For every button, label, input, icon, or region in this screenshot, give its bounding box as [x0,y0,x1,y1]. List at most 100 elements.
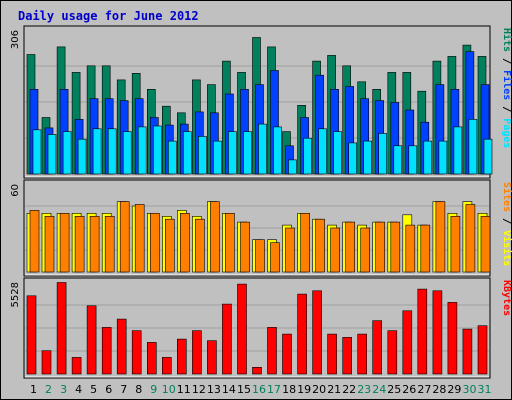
bar-hits-pages-9 [153,125,162,175]
panel-hits-axis-max: 306 [10,30,21,49]
day-label-9: 9 [150,383,157,396]
bar-hits-pages-5 [92,128,102,175]
panel-visits-axis-max: 60 [10,184,21,197]
bar-visits-sites-13 [210,201,220,273]
bar-kbytes-kbytes-24 [372,320,383,375]
bar-kbytes-kbytes-20 [312,290,322,375]
bar-kbytes-kbytes-21 [327,333,337,375]
bar-visits-sites-22 [345,221,356,273]
bar-visits-sites-21 [330,227,340,273]
day-label-19: 19 [297,383,311,396]
bar-visits-sites-3 [59,213,70,273]
bar-hits-pages-3 [62,131,72,175]
day-label-4: 4 [75,383,82,396]
bar-hits-pages-2 [47,134,57,175]
legend-hits-part-2: Files [501,70,512,100]
day-label-26: 26 [402,383,416,396]
day-label-14: 14 [222,383,236,396]
day-label-30: 30 [463,383,477,396]
bar-hits-pages-30 [468,119,478,175]
bar-visits-sites-9 [150,213,160,273]
bar-kbytes-kbytes-25 [387,330,398,375]
bar-hits-pages-1 [32,129,42,175]
bar-visits-sites-31 [480,216,491,273]
bar-kbytes-kbytes-30 [462,328,473,375]
bar-visits-sites-7 [119,201,130,273]
day-label-1: 1 [30,383,37,396]
bar-visits-sites-20 [315,218,325,273]
day-label-20: 20 [312,383,326,396]
bar-kbytes-kbytes-14 [222,303,232,375]
bar-hits-pages-19 [303,137,312,175]
bar-visits-sites-1 [29,210,40,273]
day-label-12: 12 [192,383,206,396]
panel-kbytes-axis-max: 5528 [10,282,21,307]
bar-kbytes-kbytes-8 [131,330,142,375]
bar-hits-pages-25 [393,145,403,175]
bar-kbytes-kbytes-4 [71,357,82,375]
legend-visits-part-0: Sites [501,182,512,212]
day-label-25: 25 [387,383,401,396]
bar-hits-pages-18 [288,159,297,175]
day-label-22: 22 [342,383,356,396]
bar-hits-pages-12 [198,136,207,175]
day-label-6: 6 [105,383,112,396]
bar-hits-pages-14 [228,131,237,175]
bar-kbytes-kbytes-7 [116,318,127,375]
bar-visits-sites-17 [270,242,280,273]
bar-kbytes-kbytes-16 [252,366,262,375]
day-label-15: 15 [237,383,251,396]
bar-hits-pages-8 [137,126,147,175]
bar-kbytes-kbytes-12 [192,330,202,375]
bar-kbytes-kbytes-1 [26,295,37,375]
bar-hits-pages-15 [243,131,252,175]
bar-kbytes-kbytes-11 [177,338,187,375]
bar-hits-pages-16 [258,123,267,175]
bar-kbytes-kbytes-13 [207,340,217,375]
day-label-27: 27 [417,383,431,396]
bar-kbytes-kbytes-17 [267,327,277,375]
bar-kbytes-kbytes-9 [147,342,157,375]
bar-kbytes-kbytes-22 [342,337,353,375]
legend-visits-part-1: / [501,212,512,230]
day-label-3: 3 [60,383,67,396]
bar-hits-pages-6 [107,128,117,175]
bar-visits-sites-29 [450,216,461,273]
day-label-16: 16 [252,383,266,396]
bar-kbytes-kbytes-28 [432,290,443,375]
bar-hits-pages-27 [423,140,433,175]
bar-kbytes-kbytes-6 [101,327,112,375]
bar-hits-pages-28 [438,140,448,175]
bar-visits-sites-10 [165,218,175,273]
bar-visits-sites-11 [180,213,190,273]
bar-visits-sites-26 [405,224,416,273]
bar-kbytes-kbytes-26 [402,310,413,375]
bar-kbytes-kbytes-19 [297,293,307,375]
day-label-23: 23 [357,383,371,396]
bar-hits-pages-13 [213,140,222,175]
bar-kbytes-kbytes-5 [86,305,97,375]
bar-hits-pages-20 [318,128,327,175]
bar-hits-pages-21 [333,131,342,175]
day-label-13: 13 [207,383,221,396]
legend-visits: Sites / Visits [501,182,512,266]
bar-visits-sites-2 [44,216,55,273]
day-label-24: 24 [372,383,386,396]
bar-kbytes-kbytes-31 [477,325,488,375]
bar-kbytes-kbytes-2 [41,350,52,375]
bar-kbytes-kbytes-3 [56,282,67,375]
bar-visits-sites-27 [420,224,431,273]
day-label-31: 31 [478,383,492,396]
legend-hits: Hits / Files / Pages [501,28,512,148]
bar-hits-pages-29 [453,126,463,175]
bar-hits-pages-23 [363,140,373,175]
day-label-7: 7 [120,383,127,396]
day-label-29: 29 [447,383,461,396]
bar-hits-pages-31 [483,138,493,175]
legend-hits-part-1: / [501,52,512,70]
bar-hits-pages-26 [408,145,418,175]
bar-hits-pages-24 [378,133,388,175]
legend-hits-part-4: Pages [501,118,512,148]
bar-hits-pages-22 [348,142,358,175]
